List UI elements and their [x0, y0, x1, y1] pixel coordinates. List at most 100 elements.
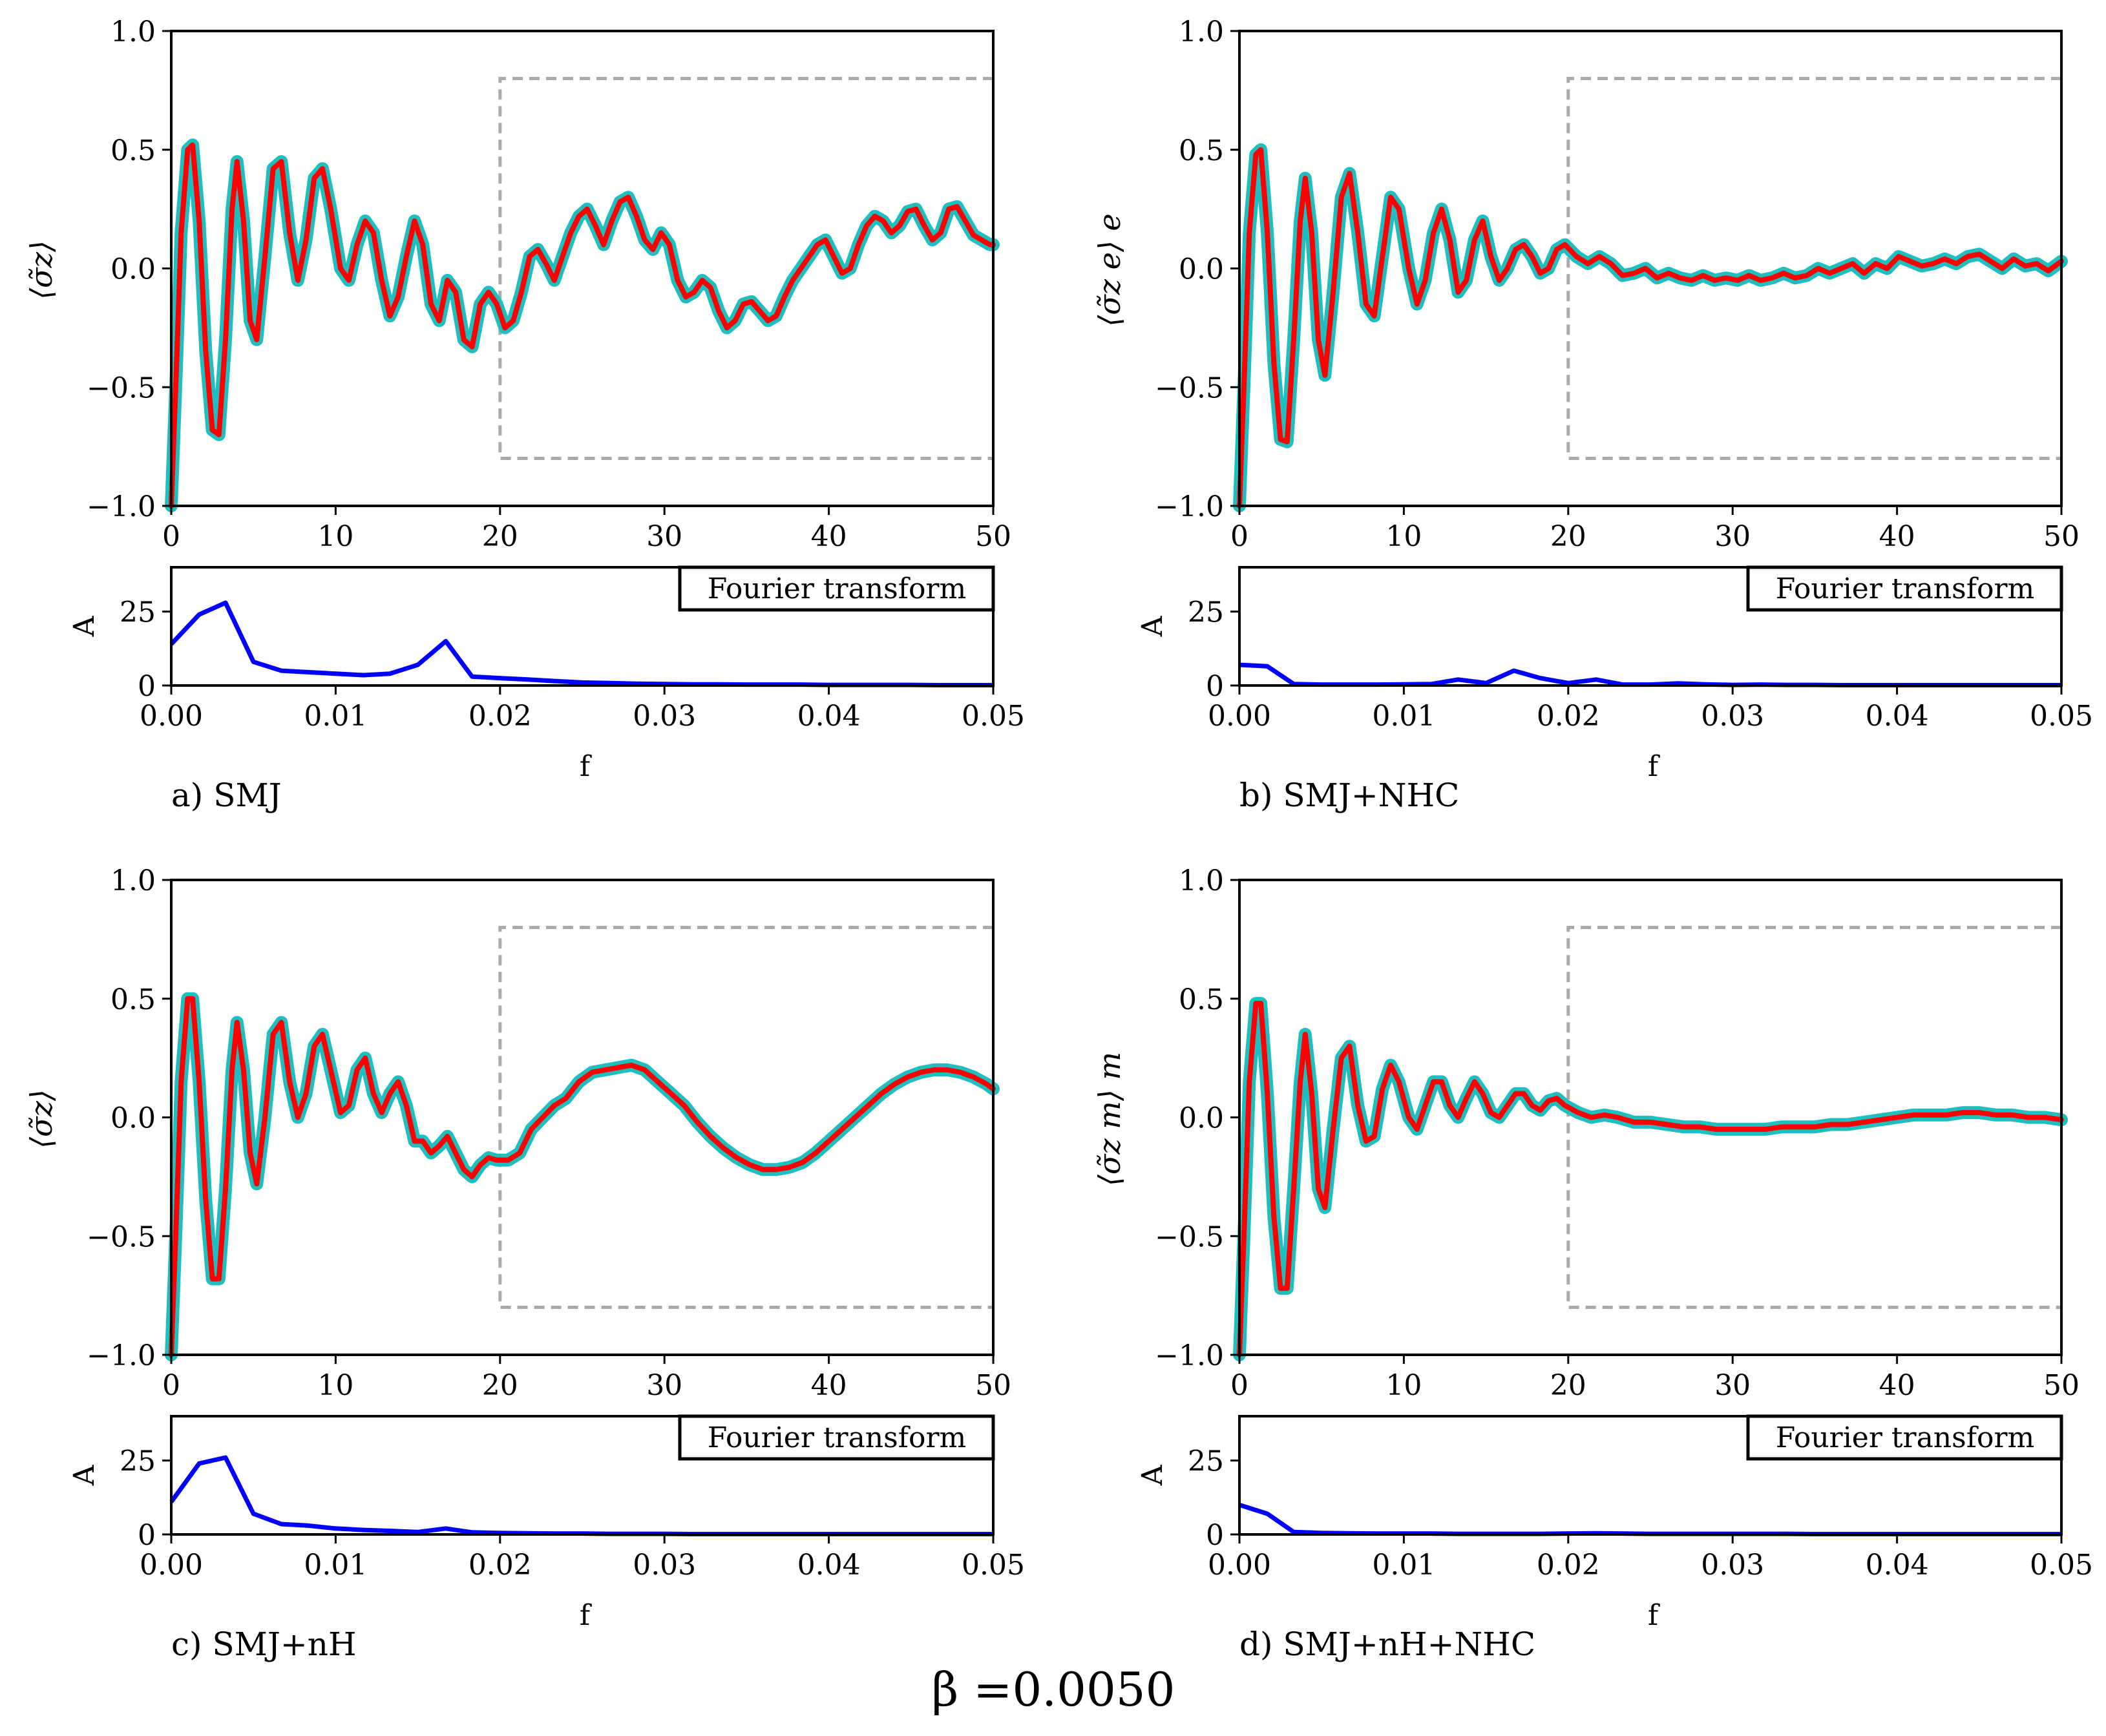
y-axis-label: ⟨σ̃z e⟩ e — [1092, 213, 1127, 326]
fourier-legend-box — [1746, 565, 2063, 612]
x-tick-label: 0.05 — [962, 700, 1025, 733]
y-tick-label: 25 — [120, 596, 156, 629]
y-tick-label: 0 — [1206, 670, 1224, 703]
y-axis-label: ⟨σ̃z m⟩ m — [1092, 1052, 1127, 1186]
x-tick-label: 0.05 — [2030, 700, 2093, 733]
x-tick-label: 40 — [811, 520, 847, 553]
fourier-axes-frame — [170, 566, 995, 687]
x-tick-label: 0.02 — [1537, 1549, 1600, 1582]
fourier-axes-frame — [1238, 566, 2063, 687]
panel-d: 0 10 20 30 40 50 −1.0 −0.5 0.0 0.5 1.0 Fourier tra… — [1092, 864, 2093, 1663]
x-tick-label: 0.05 — [2030, 1549, 2093, 1582]
x-tick-label: 0.00 — [1208, 1549, 1271, 1582]
y-tick-label: 0.5 — [1179, 983, 1224, 1016]
x-tick-label: 0.01 — [1372, 700, 1435, 733]
y-tick-label: −1.0 — [87, 490, 156, 523]
y-tick-label: −1.0 — [1155, 1339, 1224, 1372]
x-tick-label: 30 — [1714, 520, 1751, 553]
fourier-line — [1239, 662, 2061, 687]
fourier-line — [169, 600, 993, 687]
y-axis-label: ⟨σ̃z⟩ — [24, 240, 59, 300]
y-tick-label: 0.5 — [111, 134, 156, 167]
beta-label: β =0.0050 — [932, 1662, 1175, 1717]
y-tick-label: 1.0 — [1179, 16, 1224, 48]
y-axis-label: ⟨σ̃z⟩ — [24, 1089, 59, 1149]
x-tick-label: 0.03 — [1701, 1549, 1764, 1582]
y-tick-label: −0.5 — [1155, 1220, 1224, 1253]
series-line — [169, 142, 996, 508]
fourier-plot: Fourier transform 0.00 0.01 0.02 0.03 0.04 0.0… — [68, 1414, 1025, 1632]
x-tick-label: 0.04 — [797, 1549, 861, 1582]
fourier-legend-label: Fourier transform — [1776, 1421, 2035, 1454]
y-tick-label: 0 — [138, 670, 156, 703]
fourier-x-label: f — [580, 750, 592, 783]
fourier-legend-box — [678, 1414, 995, 1461]
main-plot: 0 10 20 30 40 50 −1.0 −0.5 0.0 0.5 1.0 — [1155, 16, 2080, 553]
fourier-axes-frame — [170, 1415, 995, 1536]
y-tick-label: 0.0 — [1179, 253, 1224, 286]
x-tick-label: 20 — [482, 520, 518, 553]
panel-caption: b) SMJ+NHC — [1239, 777, 1459, 814]
x-tick-label: 10 — [317, 1369, 353, 1402]
x-tick-label: 20 — [1550, 1369, 1586, 1402]
x-tick-label: 0.01 — [304, 700, 367, 733]
x-tick-label: 50 — [2043, 520, 2080, 553]
y-tick-label: 0.5 — [111, 983, 156, 1016]
x-tick-label: 10 — [1385, 520, 1422, 553]
y-tick-label: −0.5 — [1155, 371, 1224, 404]
fourier-y-label: A — [1136, 1464, 1169, 1486]
x-tick-label: 30 — [646, 520, 682, 553]
x-tick-label: 0.03 — [1701, 700, 1764, 733]
y-tick-label: 1.0 — [111, 16, 156, 48]
x-tick-label: 0.01 — [304, 1549, 367, 1582]
spread-band — [1233, 143, 2068, 512]
x-tick-label: 40 — [811, 1369, 847, 1402]
fourier-y-label: A — [68, 1464, 101, 1486]
x-tick-label: 0.02 — [1537, 700, 1600, 733]
x-tick-label: 40 — [1879, 1369, 1915, 1402]
y-tick-label: 1.0 — [111, 864, 156, 897]
x-tick-label: 0.02 — [469, 700, 532, 733]
panel-a: 0 10 20 30 40 50 −1.0 −0.5 0.0 0.5 1.0 Fourier tra… — [24, 16, 1025, 814]
y-tick-label: 0 — [138, 1519, 156, 1552]
y-tick-label: −1.0 — [1155, 490, 1224, 523]
panel-b: 0 10 20 30 40 50 −1.0 −0.5 0.0 0.5 1.0 Fourier tra… — [1092, 16, 2093, 814]
x-tick-label: 0.00 — [1208, 700, 1271, 733]
main-plot: 0 10 20 30 40 50 −1.0 −0.5 0.0 0.5 1.0 — [1155, 864, 2080, 1402]
fourier-legend-label: Fourier transform — [708, 1421, 967, 1454]
fourier-x-label: f — [580, 1599, 592, 1632]
panel-c: 0 10 20 30 40 50 −1.0 −0.5 0.0 0.5 1.0 Fourier tra… — [24, 864, 1025, 1663]
x-tick-label: 10 — [317, 520, 353, 553]
fourier-legend-box — [1746, 1414, 2063, 1461]
y-tick-label: 0.0 — [111, 253, 156, 286]
panel-caption: d) SMJ+nH+NHC — [1239, 1626, 1535, 1663]
x-tick-label: 50 — [975, 1369, 1011, 1402]
fourier-y-label: A — [1136, 615, 1169, 637]
x-tick-label: 0 — [1230, 1369, 1248, 1402]
spread-band — [165, 138, 1000, 512]
series-line — [1237, 1001, 2064, 1357]
fourier-plot: Fourier transform 0.00 0.01 0.02 0.03 0.04 0.0… — [68, 565, 1025, 783]
fourier-line — [1238, 1502, 2061, 1536]
panel-caption: c) SMJ+nH — [171, 1626, 357, 1663]
fourier-plot: Fourier transform 0.00 0.01 0.02 0.03 0.04 0.0… — [1136, 1414, 2093, 1632]
x-tick-label: 30 — [1714, 1369, 1751, 1402]
x-tick-label: 0.03 — [633, 1549, 696, 1582]
x-tick-label: 0.03 — [633, 700, 696, 733]
x-tick-label: 0 — [1230, 520, 1248, 553]
y-tick-label: 0.5 — [1179, 134, 1224, 167]
fourier-x-label: f — [1648, 1599, 1660, 1632]
x-tick-label: 50 — [975, 520, 1011, 553]
y-tick-label: 1.0 — [1179, 864, 1224, 897]
y-tick-label: −0.5 — [87, 371, 156, 404]
x-tick-label: 30 — [646, 1369, 682, 1402]
x-tick-label: 0.05 — [962, 1549, 1025, 1582]
x-tick-label: 0.02 — [469, 1549, 532, 1582]
y-tick-label: 0.0 — [1179, 1102, 1224, 1135]
spread-band — [165, 992, 1000, 1361]
series-line — [169, 996, 996, 1357]
fourier-legend-box — [678, 565, 995, 612]
window-box — [498, 926, 993, 1309]
fourier-legend-label: Fourier transform — [1776, 572, 2035, 605]
